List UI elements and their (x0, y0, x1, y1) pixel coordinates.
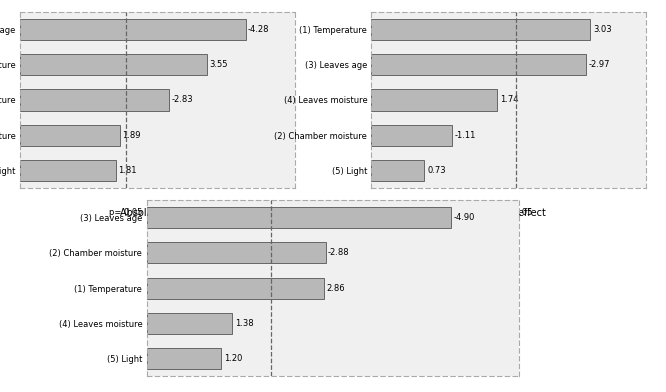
Bar (147, 242, 326, 263)
Text: 2.86: 2.86 (327, 284, 346, 292)
Bar (20, 125, 120, 146)
Bar (147, 207, 451, 228)
Bar (372, 160, 424, 181)
Text: -2.97: -2.97 (589, 60, 611, 69)
Text: 3.03: 3.03 (593, 25, 612, 34)
Bar (372, 19, 590, 40)
Text: -4.28: -4.28 (248, 25, 270, 34)
Text: -2.83: -2.83 (172, 96, 193, 104)
Text: p= 0.05: p= 0.05 (500, 208, 533, 217)
Text: 1.74: 1.74 (500, 96, 519, 104)
X-axis label: Absolute effect: Absolute effect (121, 208, 194, 218)
Bar (20, 54, 207, 75)
Text: 1.38: 1.38 (235, 319, 253, 328)
Text: -1.11: -1.11 (454, 131, 476, 140)
Bar (147, 313, 232, 334)
X-axis label: Absolute effect: Absolute effect (472, 208, 545, 218)
Bar (372, 54, 586, 75)
Bar (147, 278, 324, 299)
Text: 1.20: 1.20 (224, 354, 242, 363)
Text: -2.88: -2.88 (328, 249, 350, 257)
Bar (20, 89, 169, 111)
Text: 1.89: 1.89 (122, 131, 141, 140)
Text: p= 0.05: p= 0.05 (109, 208, 143, 217)
Text: 1.81: 1.81 (118, 166, 136, 175)
Bar (20, 160, 116, 181)
Bar (372, 125, 452, 146)
Text: 0.73: 0.73 (427, 166, 446, 175)
Bar (20, 19, 246, 40)
Text: -4.90: -4.90 (454, 213, 475, 222)
Text: 3.55: 3.55 (210, 60, 228, 69)
Bar (372, 89, 498, 111)
Bar (147, 348, 221, 369)
